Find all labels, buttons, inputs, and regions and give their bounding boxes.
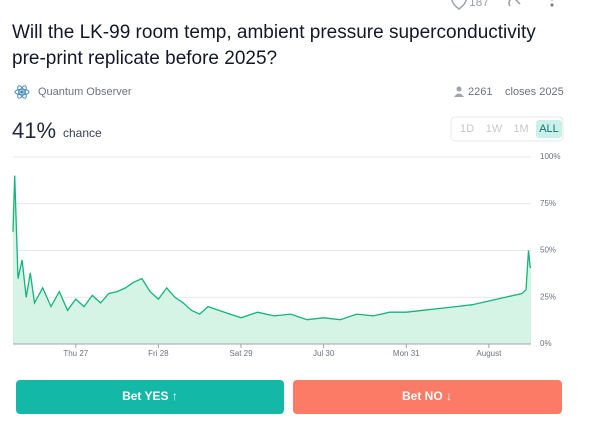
trader-count: 2261	[468, 86, 492, 98]
author-avatar	[14, 85, 30, 99]
bet-yes-label: Bet YES ↑	[122, 389, 178, 403]
x-tick-label: Thu 27	[63, 349, 88, 358]
title-line: pre-print replicate before 2025?	[12, 48, 277, 69]
range-option[interactable]: 1W	[486, 123, 503, 135]
user-icon	[454, 86, 464, 97]
y-tick-label: 50%	[540, 246, 556, 255]
title-line: Will the LK-99 room temp, ambient pressu…	[12, 22, 536, 43]
x-tick-label: August	[476, 349, 502, 358]
heart-icon	[451, 0, 467, 10]
bet-no-button[interactable]	[293, 380, 562, 414]
y-tick-label: 0%	[540, 339, 552, 348]
menu-icon[interactable]	[550, 0, 554, 7]
x-tick-label: Jul 30	[313, 349, 335, 358]
x-tick-label: Mon 31	[393, 349, 420, 358]
range-option[interactable]: ALL	[539, 123, 559, 135]
likes[interactable]: 187	[451, 0, 489, 10]
probability-line	[12, 175, 531, 321]
x-tick-label: Sat 29	[229, 349, 253, 358]
range-option[interactable]: 1M	[513, 123, 528, 135]
range-option[interactable]: 1D	[460, 123, 474, 135]
y-tick-label: 75%	[540, 199, 556, 208]
range-active	[536, 120, 562, 138]
probability-label: chance	[63, 126, 102, 140]
bet-no-label: Bet NO ↓	[402, 389, 452, 403]
share-icon[interactable]	[508, 0, 521, 7]
area-fill	[13, 175, 531, 344]
x-tick-label: Fri 28	[148, 349, 169, 358]
y-tick-label: 100%	[540, 152, 560, 161]
probability: 41%	[12, 118, 56, 143]
range-selector	[450, 116, 564, 142]
like-count: 187	[469, 0, 489, 9]
bet-yes-button[interactable]	[16, 380, 284, 414]
close-date: closes 2025	[505, 86, 564, 98]
y-tick-label: 25%	[540, 292, 556, 301]
author-name[interactable]: Quantum Observer	[38, 86, 132, 98]
